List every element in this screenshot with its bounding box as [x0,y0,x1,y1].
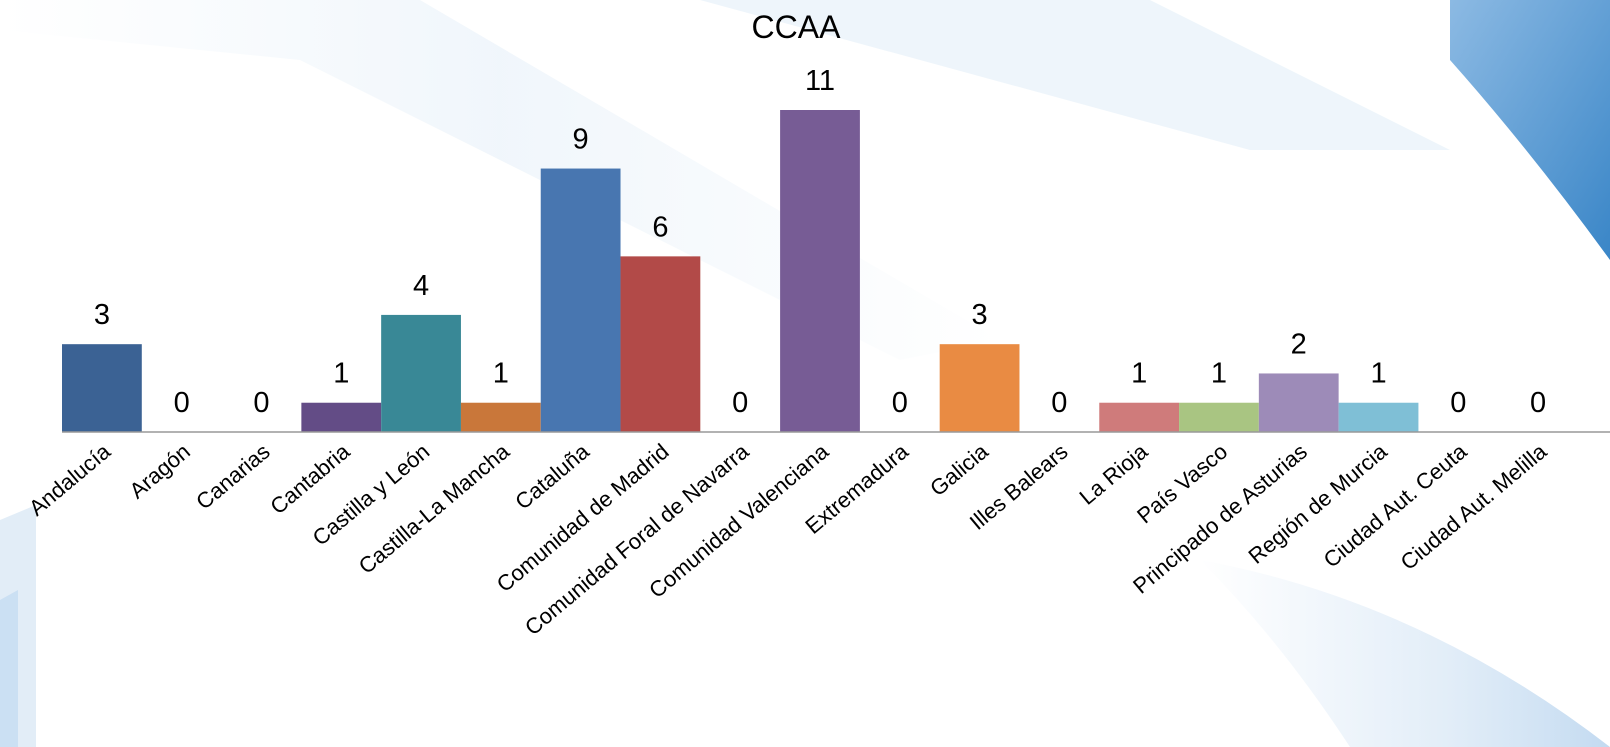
data-label-10: 11 [805,65,835,97]
bar-5 [381,314,461,432]
chart-title: CCAA [752,9,842,45]
bar-8 [620,256,701,432]
data-label-8: 6 [652,211,668,243]
data-label-18: 0 [1450,387,1466,419]
data-label-15: 1 [1211,358,1227,390]
bars-group [62,110,1419,432]
category-label-12: Galicia [925,438,993,501]
data-label-16: 2 [1291,328,1307,360]
category-label-17: Región de Murcia [1244,438,1393,568]
data-label-9: 0 [732,387,748,419]
bar-7 [540,168,621,432]
data-label-1: 3 [94,299,110,331]
category-label-6: Castilla-La Mancha [354,438,515,579]
bar-15 [1179,402,1259,432]
category-label-2: Aragón [124,439,194,504]
category-label-3: Canarias [191,439,275,515]
bar-12 [939,344,1020,432]
bar-16 [1258,373,1339,432]
data-label-3: 0 [253,387,269,419]
data-label-12: 3 [972,299,988,331]
data-label-7: 9 [573,124,589,156]
category-labels-group: Andalucía AragónCanariasCantabriaCastilla… [24,438,1552,640]
data-label-4: 1 [333,358,349,390]
data-label-14: 1 [1131,358,1147,390]
data-label-5: 4 [413,270,429,302]
bar-1 [62,344,142,432]
bar-17 [1338,402,1419,432]
data-label-17: 1 [1370,358,1386,390]
category-label-1: Andalucía [24,438,116,521]
data-label-6: 1 [493,358,509,390]
bar-4 [301,402,382,432]
data-label-11: 0 [892,387,908,419]
bar-6 [460,402,541,432]
category-label-18: Ciudad Aut. Ceuta [1319,438,1472,572]
data-label-19: 0 [1530,387,1546,419]
bar-14 [1099,402,1180,432]
data-label-2: 0 [174,387,190,419]
data-label-13: 0 [1051,387,1067,419]
category-label-14: La Rioja [1074,438,1152,510]
bar-10 [780,110,860,432]
category-label-19: Ciudad Aut. Melilla [1396,438,1552,575]
